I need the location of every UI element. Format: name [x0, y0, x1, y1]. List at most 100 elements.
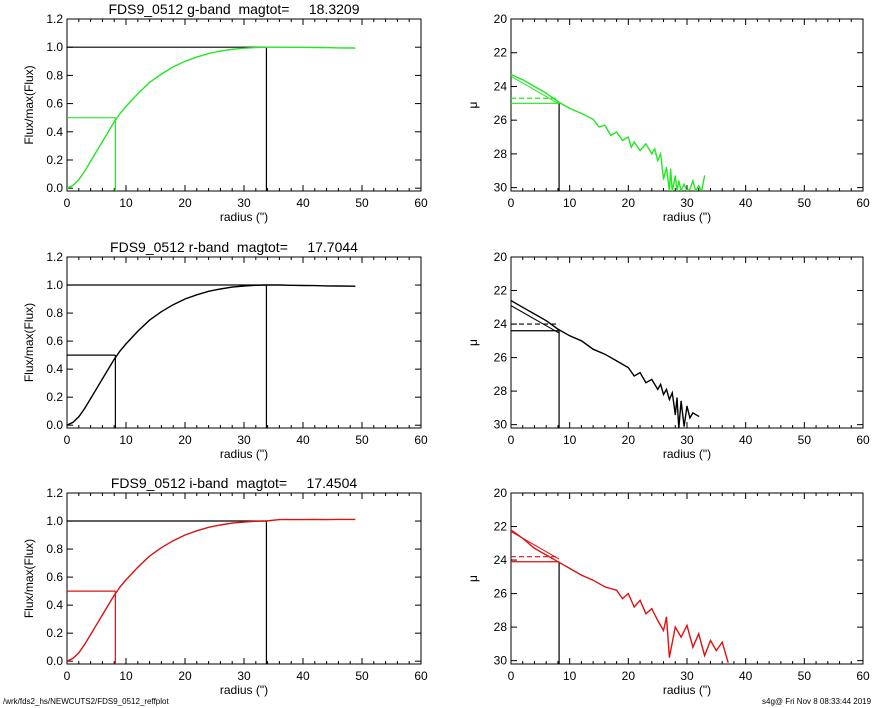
data-point: [533, 85, 536, 88]
data-point: [569, 107, 571, 109]
data-point: [119, 586, 121, 588]
plot-frame: [510, 256, 864, 429]
data-point: [511, 529, 512, 531]
x-tick-label: 10: [563, 196, 577, 210]
x-tick-label: 60: [856, 196, 870, 210]
data-point: [84, 407, 86, 409]
data-point: [633, 141, 635, 143]
y-tick-label: 0.4: [46, 598, 63, 612]
y-tick-label: 22: [494, 520, 508, 534]
data-point: [290, 519, 292, 521]
data-point: [208, 290, 210, 292]
data-point: [67, 660, 68, 662]
data-point: [67, 424, 68, 426]
data-point: [683, 425, 685, 427]
data-point: [231, 522, 233, 524]
data-point: [668, 656, 671, 658]
data-point: [680, 636, 682, 638]
data-point: [107, 604, 109, 606]
data-point: [265, 284, 268, 286]
data-point: [704, 655, 706, 657]
data-point: [557, 328, 559, 330]
data-point: [545, 320, 547, 322]
plot-data: [67, 518, 356, 664]
y-axis-label: μ: [466, 575, 480, 582]
y-tick-label: 30: [494, 181, 508, 195]
y-tick-label: 28: [494, 384, 508, 398]
data-point: [627, 592, 629, 595]
data-point: [698, 633, 700, 635]
data-point: [660, 153, 662, 155]
x-tick-label: 0: [64, 196, 71, 210]
y-tick-label: 26: [494, 587, 508, 601]
data-point: [113, 358, 115, 360]
x-tick-label: 20: [178, 669, 192, 683]
data-point: [616, 360, 618, 362]
data-point: [639, 149, 641, 152]
y-tick-label: 1.0: [46, 278, 63, 292]
chart-title: FDS9_0512 i-band magtot= 17.4504: [111, 475, 358, 491]
data-point: [67, 187, 68, 189]
data-point: [669, 168, 672, 170]
data-point: [137, 93, 139, 95]
data-point: [137, 566, 139, 568]
data-point: [290, 46, 292, 48]
data-point: [125, 105, 127, 108]
data-point: [149, 81, 151, 84]
data-point: [683, 183, 685, 185]
data-point: [604, 124, 606, 126]
x-tick-label: 50: [355, 433, 369, 447]
x-tick-label: 40: [739, 196, 753, 210]
x-tick-label: 60: [414, 196, 428, 210]
data-point: [709, 639, 712, 642]
x-axis-label: radius ("): [220, 447, 268, 461]
data-point: [84, 643, 86, 645]
data-point: [678, 427, 680, 428]
x-tick-label: 60: [414, 433, 428, 447]
plot-data: [67, 284, 356, 428]
y-tick-label: 0.4: [46, 125, 63, 139]
plot-frame: [66, 492, 422, 665]
x-tick-label: 40: [739, 669, 753, 683]
series-line: [511, 73, 706, 191]
data-point: [651, 378, 653, 380]
data-point: [337, 47, 339, 49]
data-point: [689, 417, 691, 419]
x-tick-label: 30: [237, 196, 251, 210]
y-tick-label: 28: [494, 147, 508, 161]
data-point: [545, 92, 547, 94]
data-point: [604, 586, 606, 588]
data-point: [90, 633, 92, 636]
footer-timestamp: s4g@ Fri Nov 8 08:33:44 2019: [762, 697, 872, 706]
y-tick-label: 24: [494, 317, 508, 331]
data-point: [125, 343, 127, 345]
x-tick-label: 10: [563, 433, 577, 447]
y-axis-label: μ: [466, 101, 480, 108]
data-point: [645, 613, 647, 615]
y-tick-label: 0.2: [46, 153, 63, 167]
data-point: [592, 579, 594, 581]
data-point: [580, 340, 583, 342]
series-line: [511, 299, 700, 428]
x-tick-label: 20: [178, 196, 192, 210]
data-point: [662, 178, 665, 180]
data-point: [101, 141, 103, 143]
data-point: [522, 537, 524, 539]
y-axis-label: μ: [466, 339, 480, 346]
x-tick-label: 0: [64, 433, 71, 447]
x-tick-label: 20: [178, 433, 192, 447]
x-tick-label: 50: [355, 669, 369, 683]
y-tick-label: 0.4: [46, 362, 63, 376]
y-axis-label: Flux/max(Flux): [22, 303, 36, 382]
y-tick-label: 0.8: [46, 306, 63, 320]
data-point: [592, 348, 594, 350]
y-tick-label: 30: [494, 654, 508, 668]
data-point: [302, 284, 304, 287]
data-point: [119, 350, 121, 352]
data-point: [184, 298, 186, 300]
data-point: [557, 561, 559, 563]
data-point: [326, 519, 328, 521]
y-tick-label: 1.2: [46, 12, 63, 26]
data-point: [72, 657, 74, 659]
